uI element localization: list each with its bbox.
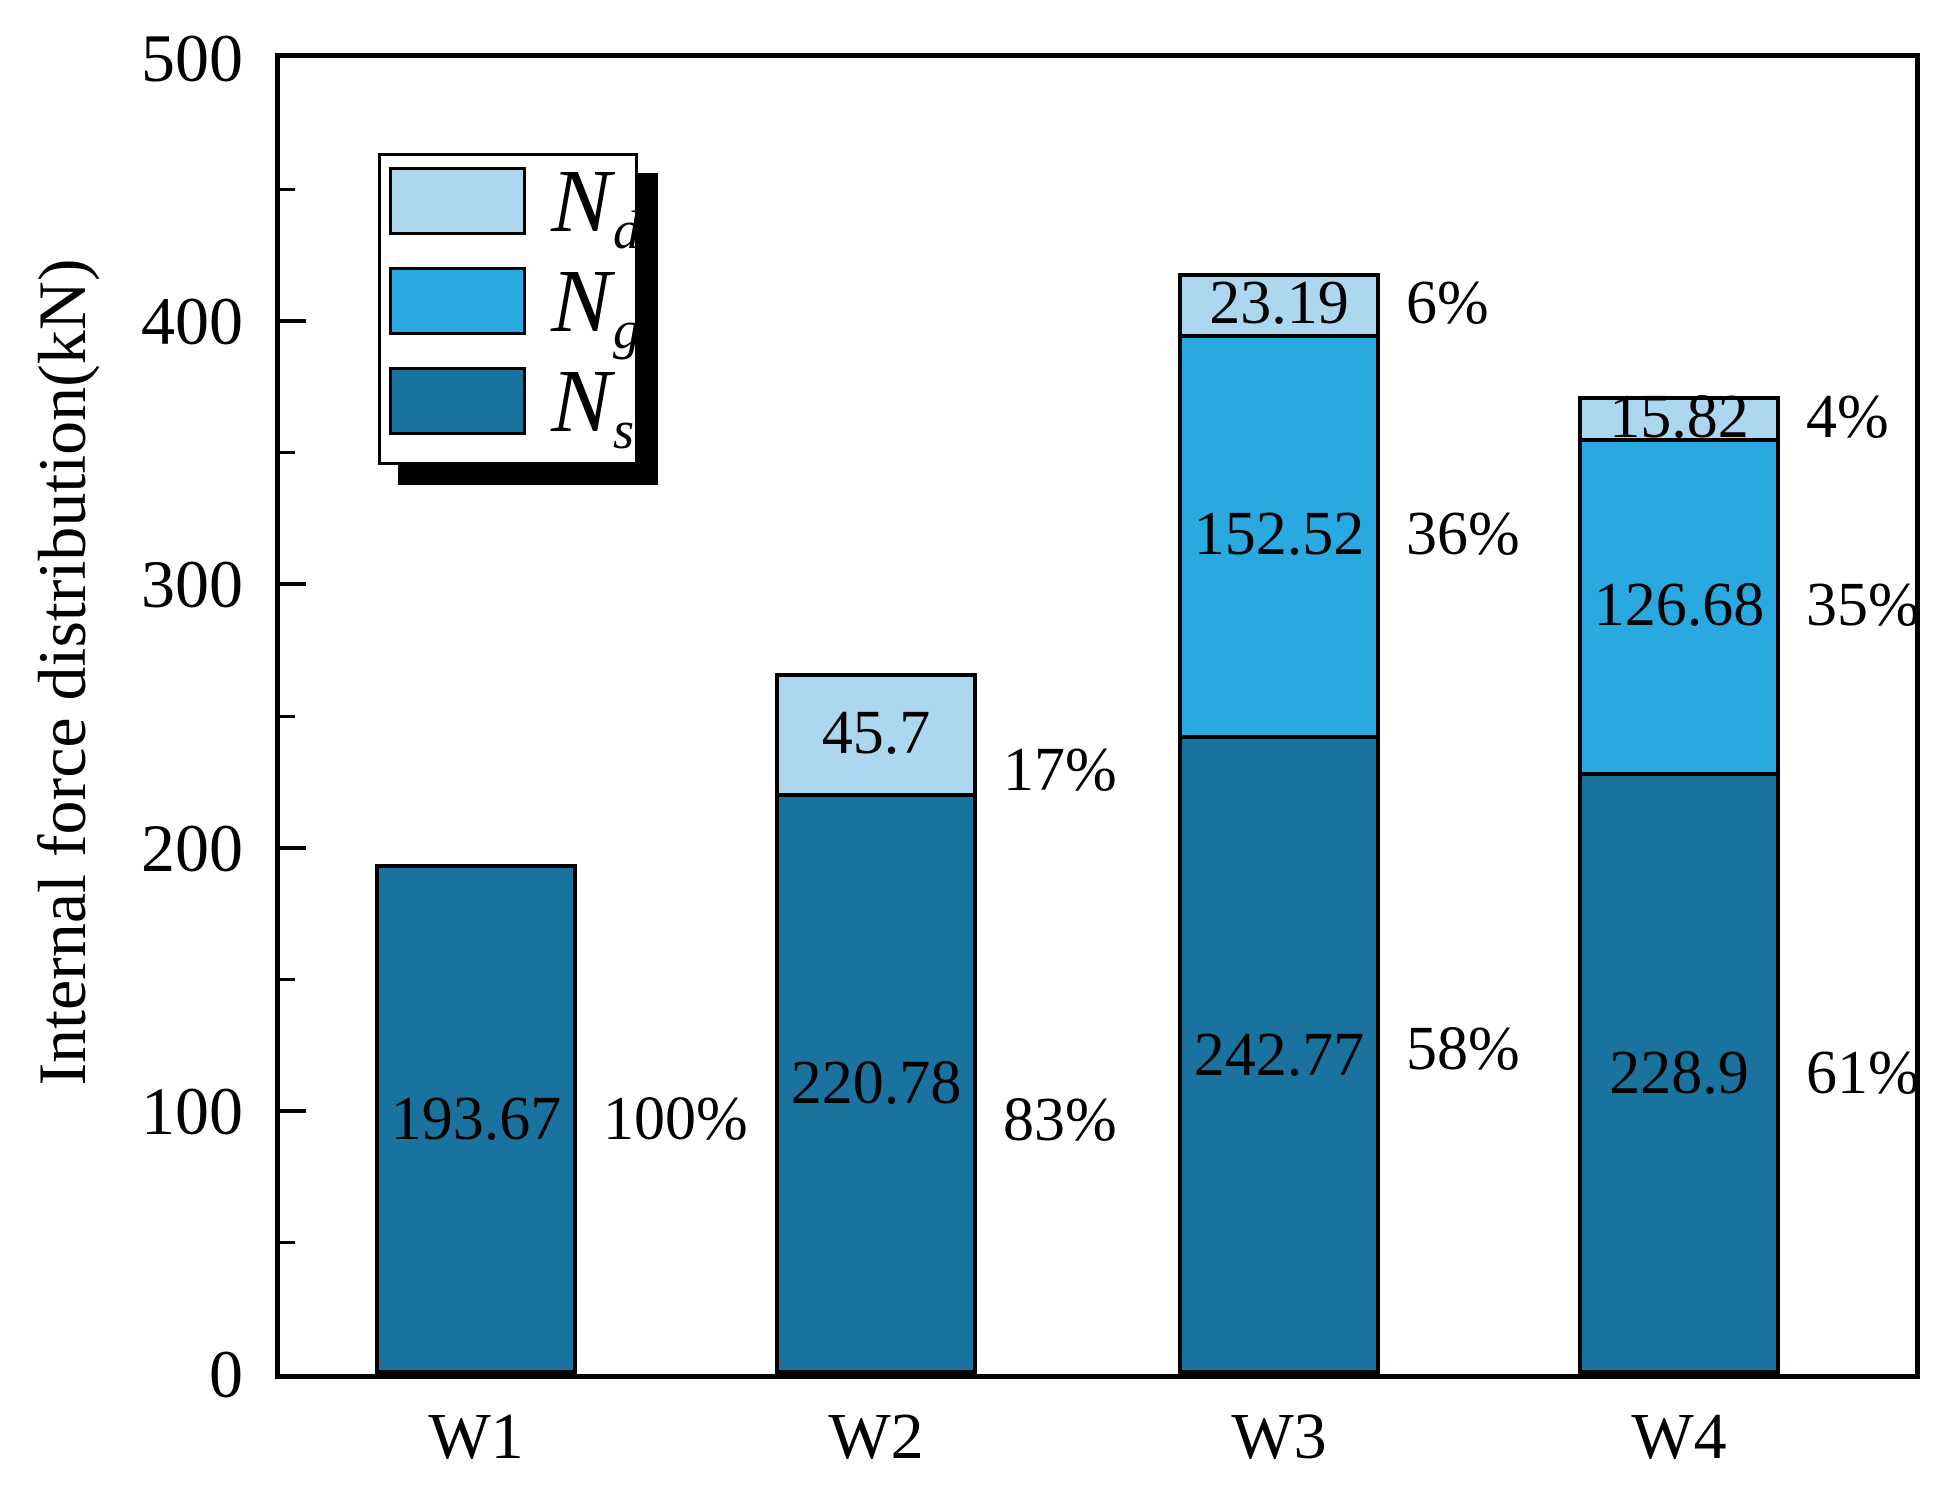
y-minor-tick bbox=[280, 977, 295, 981]
bar-segment-Ns-W3 bbox=[1178, 735, 1380, 1374]
legend-label-main: N bbox=[551, 352, 612, 451]
legend-swatch-Ng bbox=[389, 267, 526, 335]
bar-segment-Nd-W3 bbox=[1178, 272, 1380, 334]
segment-value-label: 220.78 bbox=[790, 1049, 962, 1118]
segment-percent-label: 61% bbox=[1806, 1038, 1920, 1107]
legend-label-subscript: d bbox=[613, 200, 641, 261]
legend-label-main: N bbox=[551, 152, 612, 251]
y-axis-title: Internal force distribution(kN) bbox=[24, 258, 100, 1086]
legend-label-main: N bbox=[551, 252, 612, 351]
y-tick-label: 200 bbox=[141, 809, 243, 886]
bar-segment-Nd-W2 bbox=[775, 672, 977, 793]
legend-label-Ns: Ns bbox=[551, 357, 634, 458]
bar-segment-Ns-W1 bbox=[375, 864, 577, 1374]
bar-segment-Ng-W3 bbox=[1178, 333, 1380, 736]
plot-area: 193.67 100% 220.78 83% 45.7 17% 242.77 58% 152.5… bbox=[275, 53, 1920, 1379]
segment-percent-label: 58% bbox=[1406, 1014, 1520, 1083]
segment-value-label: 23.19 bbox=[1209, 269, 1349, 338]
y-minor-tick bbox=[280, 188, 295, 192]
legend-label-Ng: Ng bbox=[551, 257, 640, 358]
bar-segment-Ng-W4 bbox=[1578, 438, 1780, 772]
bar-segment-Ns-W4 bbox=[1578, 771, 1780, 1374]
y-tick-label: 300 bbox=[141, 546, 243, 623]
segment-value-label: 45.7 bbox=[821, 698, 931, 767]
segment-value-label: 126.68 bbox=[1593, 570, 1765, 639]
segment-value-label: 15.82 bbox=[1609, 383, 1749, 452]
bar-segment-Nd-W4 bbox=[1578, 396, 1780, 439]
y-tick-label: 0 bbox=[209, 1336, 243, 1412]
segment-percent-label: 17% bbox=[1003, 735, 1117, 804]
segment-percent-label: 100% bbox=[603, 1085, 748, 1154]
y-major-tick bbox=[280, 319, 306, 324]
y-minor-tick bbox=[280, 451, 295, 455]
segment-percent-label: 35% bbox=[1806, 570, 1920, 639]
legend-label-subscript: s bbox=[613, 400, 635, 461]
y-tick-label: 400 bbox=[141, 283, 243, 360]
y-minor-tick bbox=[280, 1240, 295, 1244]
legend-label-subscript: g bbox=[613, 300, 641, 361]
y-tick-label: 500 bbox=[141, 20, 243, 96]
y-major-tick bbox=[280, 582, 306, 587]
x-category-label: W2 bbox=[828, 1400, 924, 1473]
x-category-label: W1 bbox=[428, 1400, 524, 1473]
y-tick-label: 100 bbox=[141, 1072, 243, 1149]
segment-percent-label: 36% bbox=[1406, 500, 1520, 569]
legend-swatch-Ns bbox=[389, 367, 526, 435]
segment-value-label: 242.77 bbox=[1193, 1020, 1365, 1089]
x-category-label: W3 bbox=[1231, 1400, 1327, 1473]
legend-swatch-Nd bbox=[389, 167, 526, 235]
segment-percent-label: 83% bbox=[1003, 1086, 1117, 1155]
segment-value-label: 152.52 bbox=[1193, 500, 1365, 569]
segment-value-label: 193.67 bbox=[390, 1085, 562, 1154]
segment-percent-label: 6% bbox=[1406, 269, 1489, 338]
y-major-tick bbox=[280, 845, 306, 850]
legend: Nd Ng Ns bbox=[378, 153, 640, 465]
y-minor-tick bbox=[280, 714, 295, 718]
y-major-tick bbox=[280, 1108, 306, 1113]
bar-segment-Ns-W2 bbox=[775, 792, 977, 1374]
segment-percent-label: 4% bbox=[1806, 383, 1889, 452]
segment-value-label: 228.9 bbox=[1609, 1038, 1749, 1107]
legend-label-Nd: Nd bbox=[551, 157, 640, 258]
x-category-label: W4 bbox=[1631, 1400, 1727, 1473]
